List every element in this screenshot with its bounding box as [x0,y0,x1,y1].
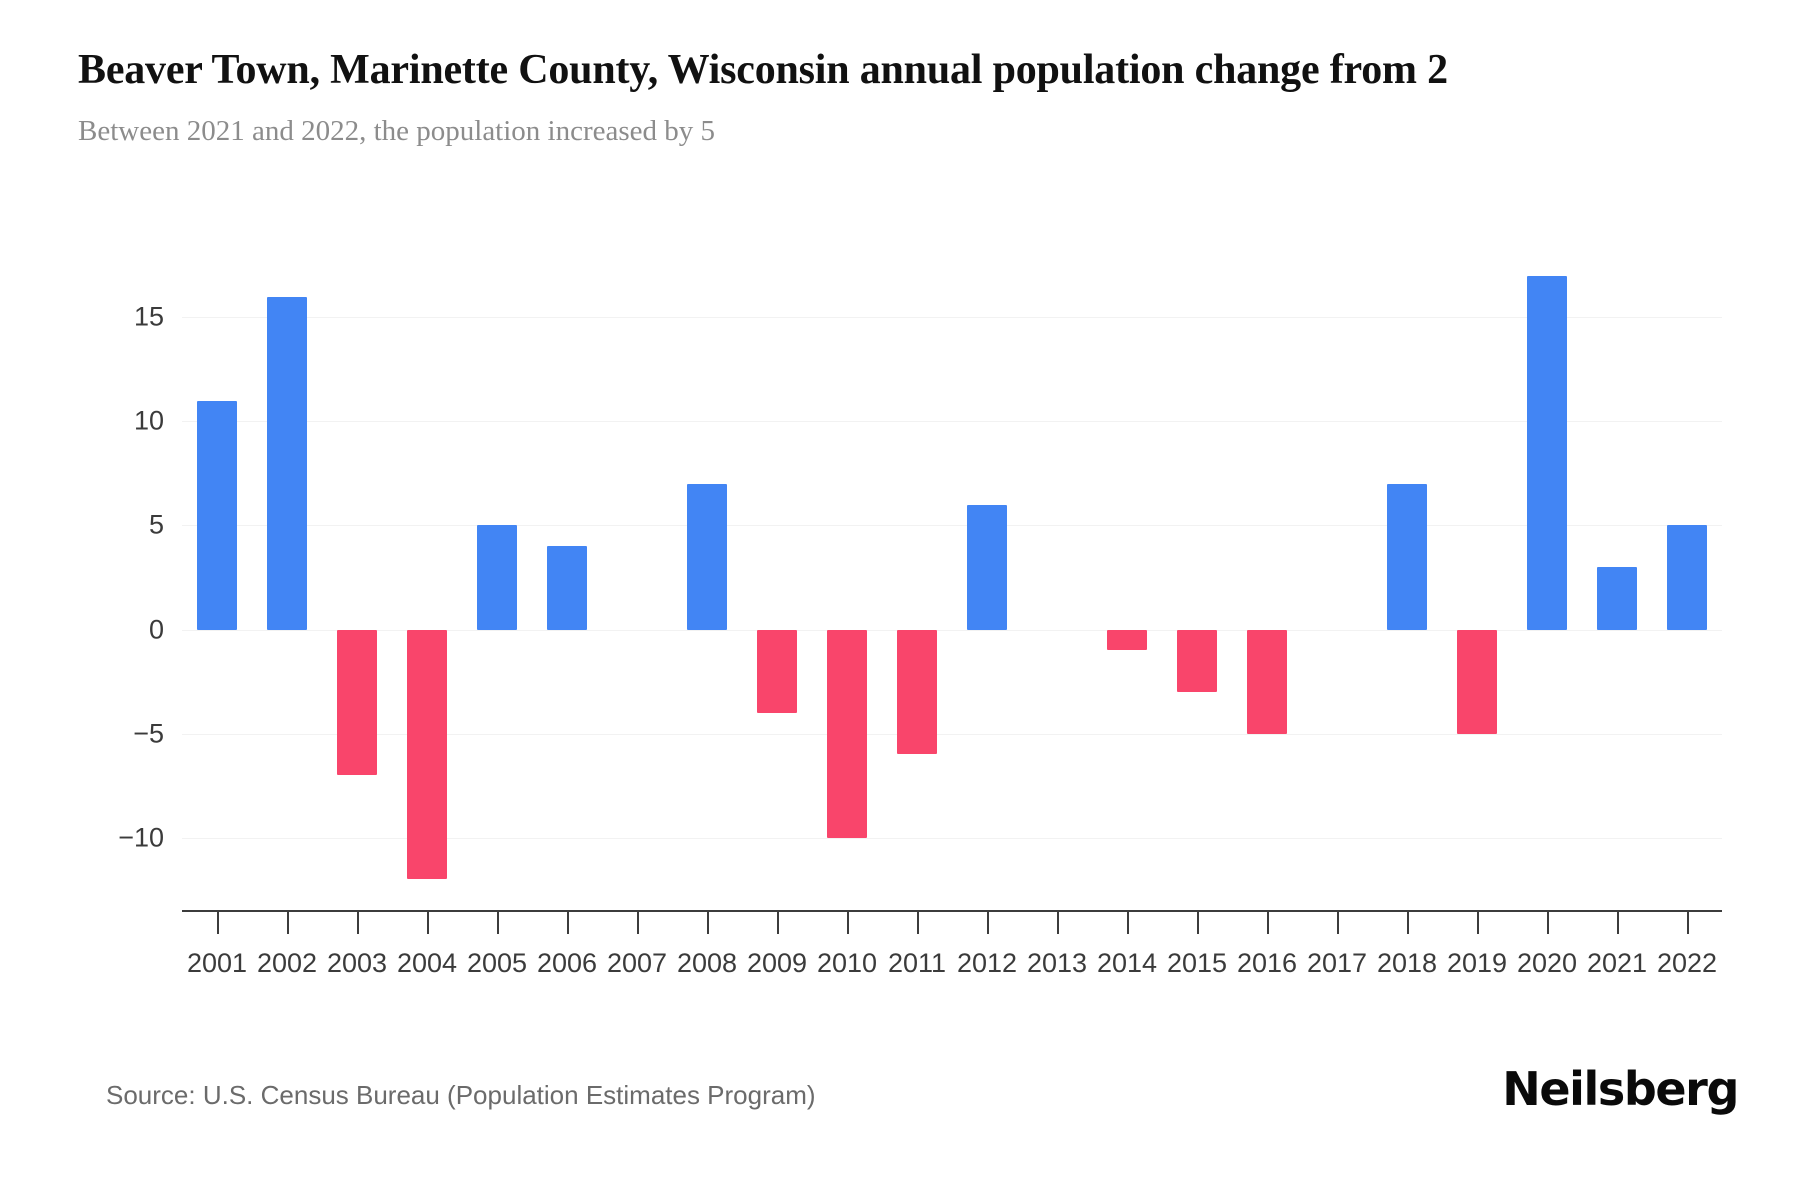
bar-2004[interactable] [407,629,447,880]
bar-2010[interactable] [827,629,867,838]
x-axis-tick-label-2020: 2020 [1516,948,1578,978]
x-axis-tick-2002 [287,912,289,934]
bar-2001[interactable] [197,400,237,630]
gridline-0 [182,629,1722,631]
bar-2011[interactable] [897,629,937,755]
x-axis-tick-2020 [1547,912,1549,934]
x-axis-line [182,910,1722,912]
bar-2015[interactable] [1177,629,1217,692]
x-axis-tick-2004 [427,912,429,934]
x-axis-tick-2014 [1127,912,1129,934]
y-axis-tick-label: 10 [133,405,164,436]
x-axis-tick-label-2009: 2009 [746,948,808,978]
x-axis-tick-label-2003: 2003 [326,948,388,978]
x-axis-tick-label-2013: 2013 [1026,948,1088,978]
x-axis-tick-label-2018: 2018 [1376,948,1438,978]
bar-2003[interactable] [337,629,377,776]
chart-header: Beaver Town, Marinette County, Wisconsin… [78,44,1800,150]
x-axis-tick-2019 [1477,912,1479,934]
x-axis-tick-label-2017: 2017 [1306,948,1368,978]
x-axis-tick-label-2008: 2008 [676,948,738,978]
bar-2005[interactable] [477,525,517,630]
y-axis-tick-label: −10 [118,822,164,853]
y-axis-tick-label: 5 [148,509,164,540]
gridline-15 [182,317,1722,319]
x-axis-tick-label-2001: 2001 [186,948,248,978]
plot-area: 15 10 5 0 −5 −10 [118,255,1722,900]
bar-2014[interactable] [1107,629,1147,651]
x-axis-tick-label-2016: 2016 [1236,948,1298,978]
x-axis-tick-label-2010: 2010 [816,948,878,978]
x-axis-tick-2012 [987,912,989,934]
bar-2022[interactable] [1667,525,1707,630]
x-axis-tick-2010 [847,912,849,934]
x-axis-tick-label-2006: 2006 [536,948,598,978]
x-axis-tick-2018 [1407,912,1409,934]
bar-2006[interactable] [547,546,587,630]
source-note: Source: U.S. Census Bureau (Population E… [106,1080,816,1110]
x-axis-tick-2017 [1337,912,1339,934]
x-axis-tick-2015 [1197,912,1199,934]
x-axis-tick-2006 [567,912,569,934]
bar-2008[interactable] [687,483,727,630]
x-axis-tick-label-2004: 2004 [396,948,458,978]
bar-2009[interactable] [757,629,797,713]
x-axis-tick-2008 [707,912,709,934]
x-axis-tick-label-2002: 2002 [256,948,318,978]
x-axis-tick-2005 [497,912,499,934]
gridline-10 [182,421,1722,423]
page-title: Beaver Town, Marinette County, Wisconsin… [78,47,1448,93]
x-axis-tick-2013 [1057,912,1059,934]
gridline-5 [182,525,1722,527]
x-axis-tick-label-2021: 2021 [1586,948,1648,978]
x-axis-tick-2007 [637,912,639,934]
x-axis-tick-label-2012: 2012 [956,948,1018,978]
x-axis-tick-label-2022: 2022 [1656,948,1718,978]
y-axis-tick-label: 0 [148,614,164,645]
gridline--5 [182,733,1722,735]
x-axis-tick-2022 [1687,912,1689,934]
bar-2020[interactable] [1527,275,1567,630]
x-axis-tick-label-2015: 2015 [1166,948,1228,978]
bar-2016[interactable] [1247,629,1287,734]
x-axis-tick-label-2005: 2005 [466,948,528,978]
x-axis-tick-label-2011: 2011 [887,948,947,978]
brand-logo: Neilsberg [1502,1062,1739,1116]
x-axis-tick-2009 [777,912,779,934]
x-axis-tick-label-2019: 2019 [1446,948,1508,978]
chart-subtitle: Between 2021 and 2022, the population in… [78,115,716,147]
bar-2021[interactable] [1597,567,1637,630]
x-axis-tick-2021 [1617,912,1619,934]
bar-2019[interactable] [1457,629,1497,734]
x-axis-tick-2003 [357,912,359,934]
gridline--10 [182,837,1722,839]
bar-2012[interactable] [967,504,1007,630]
y-axis-tick-label: 15 [133,301,164,332]
bar-2002[interactable] [267,296,307,630]
y-axis-tick-label: −5 [133,718,164,749]
x-axis-tick-2016 [1267,912,1269,934]
bar-2018[interactable] [1387,483,1427,630]
x-axis-tick-label-2007: 2007 [606,948,668,978]
x-axis-tick-2001 [217,912,219,934]
x-axis-tick-label-2014: 2014 [1096,948,1158,978]
x-axis-tick-2011 [917,912,919,934]
